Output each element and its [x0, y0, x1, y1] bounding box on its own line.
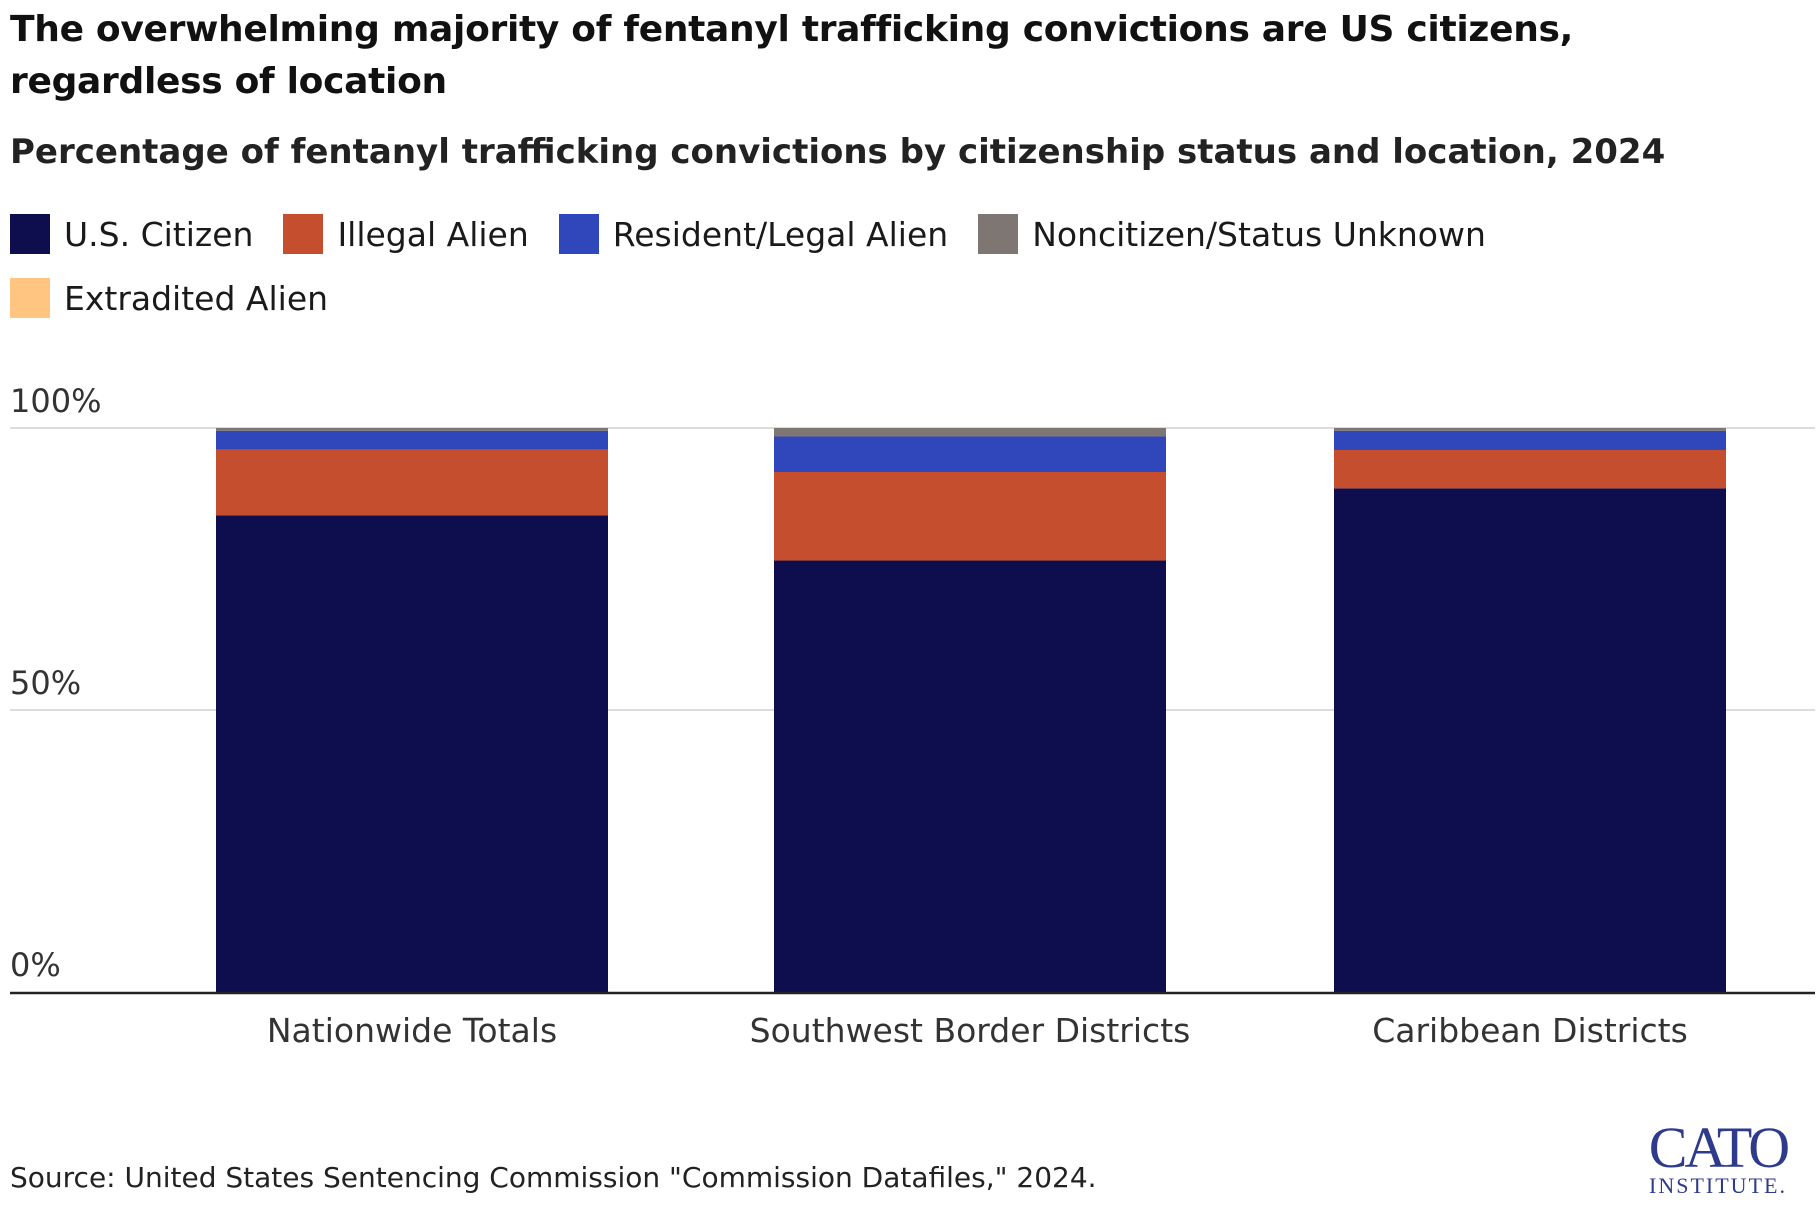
legend-label-illegal-alien: Illegal Alien: [337, 214, 529, 254]
legend-item-us-citizen: U.S. Citizen: [10, 212, 253, 256]
legend-label-extradited-alien: Extradited Alien: [64, 278, 329, 318]
y-tick-label-100: 100%: [10, 382, 101, 420]
bar-caribbean-districts-u-s-citizen: [1334, 488, 1726, 992]
bar-nationwide-totals-resident-legal-alien: [216, 430, 608, 450]
bar-southwest-border-districts-u-s-citizen: [774, 560, 1166, 992]
stacked-bar-chart: 0% 50% 100% Nationwide Totals Southwest Bord…: [10, 382, 1815, 1050]
chart-title: The overwhelming majority of fentanyl tr…: [10, 9, 1574, 102]
legend-label-us-citizen: U.S. Citizen: [64, 214, 254, 254]
legend: U.S. Citizen Illegal Alien Resident/Lega…: [10, 212, 1710, 320]
legend-swatch-resident-legal-alien: [558, 214, 599, 254]
x-tick-label-southwest-border-districts: Southwest Border Districts: [750, 1011, 1191, 1050]
bar-caribbean-districts-illegal-alien: [1334, 449, 1726, 489]
legend-item-extradited-alien: Extradited Alien: [10, 276, 328, 320]
bar-nationwide-totals-illegal-alien: [216, 449, 608, 516]
legend-swatch-us-citizen: [10, 214, 50, 254]
y-tick-label-0: 0%: [10, 946, 61, 984]
legend-swatch-noncitizen-status-unknown: [978, 214, 1019, 254]
legend-label-noncitizen-status-unknown: Noncitizen/Status Unknown: [1032, 214, 1486, 254]
x-tick-label-caribbean-districts: Caribbean Districts: [1372, 1011, 1688, 1050]
bar-nationwide-totals-noncitizen-status-unknown: [216, 428, 608, 431]
legend-item-noncitizen-status-unknown: Noncitizen/Status Unknown: [978, 212, 1486, 256]
chart-subtitle: Percentage of fentanyl trafficking convi…: [10, 132, 1666, 172]
logo-wordmark: CATO: [1648, 1115, 1790, 1180]
bar-southwest-border-districts-illegal-alien: [774, 471, 1166, 561]
source-note: Source: United States Sentencing Commiss…: [10, 1161, 1097, 1194]
bar-caribbean-districts-noncitizen-status-unknown: [1334, 428, 1726, 431]
logo-subtext: INSTITUTE.: [1649, 1173, 1787, 1198]
legend-swatch-illegal-alien: [283, 214, 324, 254]
bar-nationwide-totals-u-s-citizen: [216, 515, 608, 992]
y-tick-label-50: 50%: [10, 664, 81, 702]
bar-southwest-border-districts-resident-legal-alien: [774, 436, 1166, 472]
legend-label-resident-legal-alien: Resident/Legal Alien: [612, 214, 949, 254]
legend-item-illegal-alien: Illegal Alien: [283, 212, 529, 256]
cato-logo: CATO INSTITUTE.: [1628, 1115, 1808, 1198]
legend-swatch-extradited-alien: [10, 278, 50, 318]
x-tick-label-nationwide-totals: Nationwide Totals: [267, 1011, 557, 1050]
bar-caribbean-districts-resident-legal-alien: [1334, 430, 1726, 450]
legend-item-resident-legal-alien: Resident/Legal Alien: [558, 212, 949, 256]
bar-southwest-border-districts-noncitizen-status-unknown: [774, 428, 1166, 437]
